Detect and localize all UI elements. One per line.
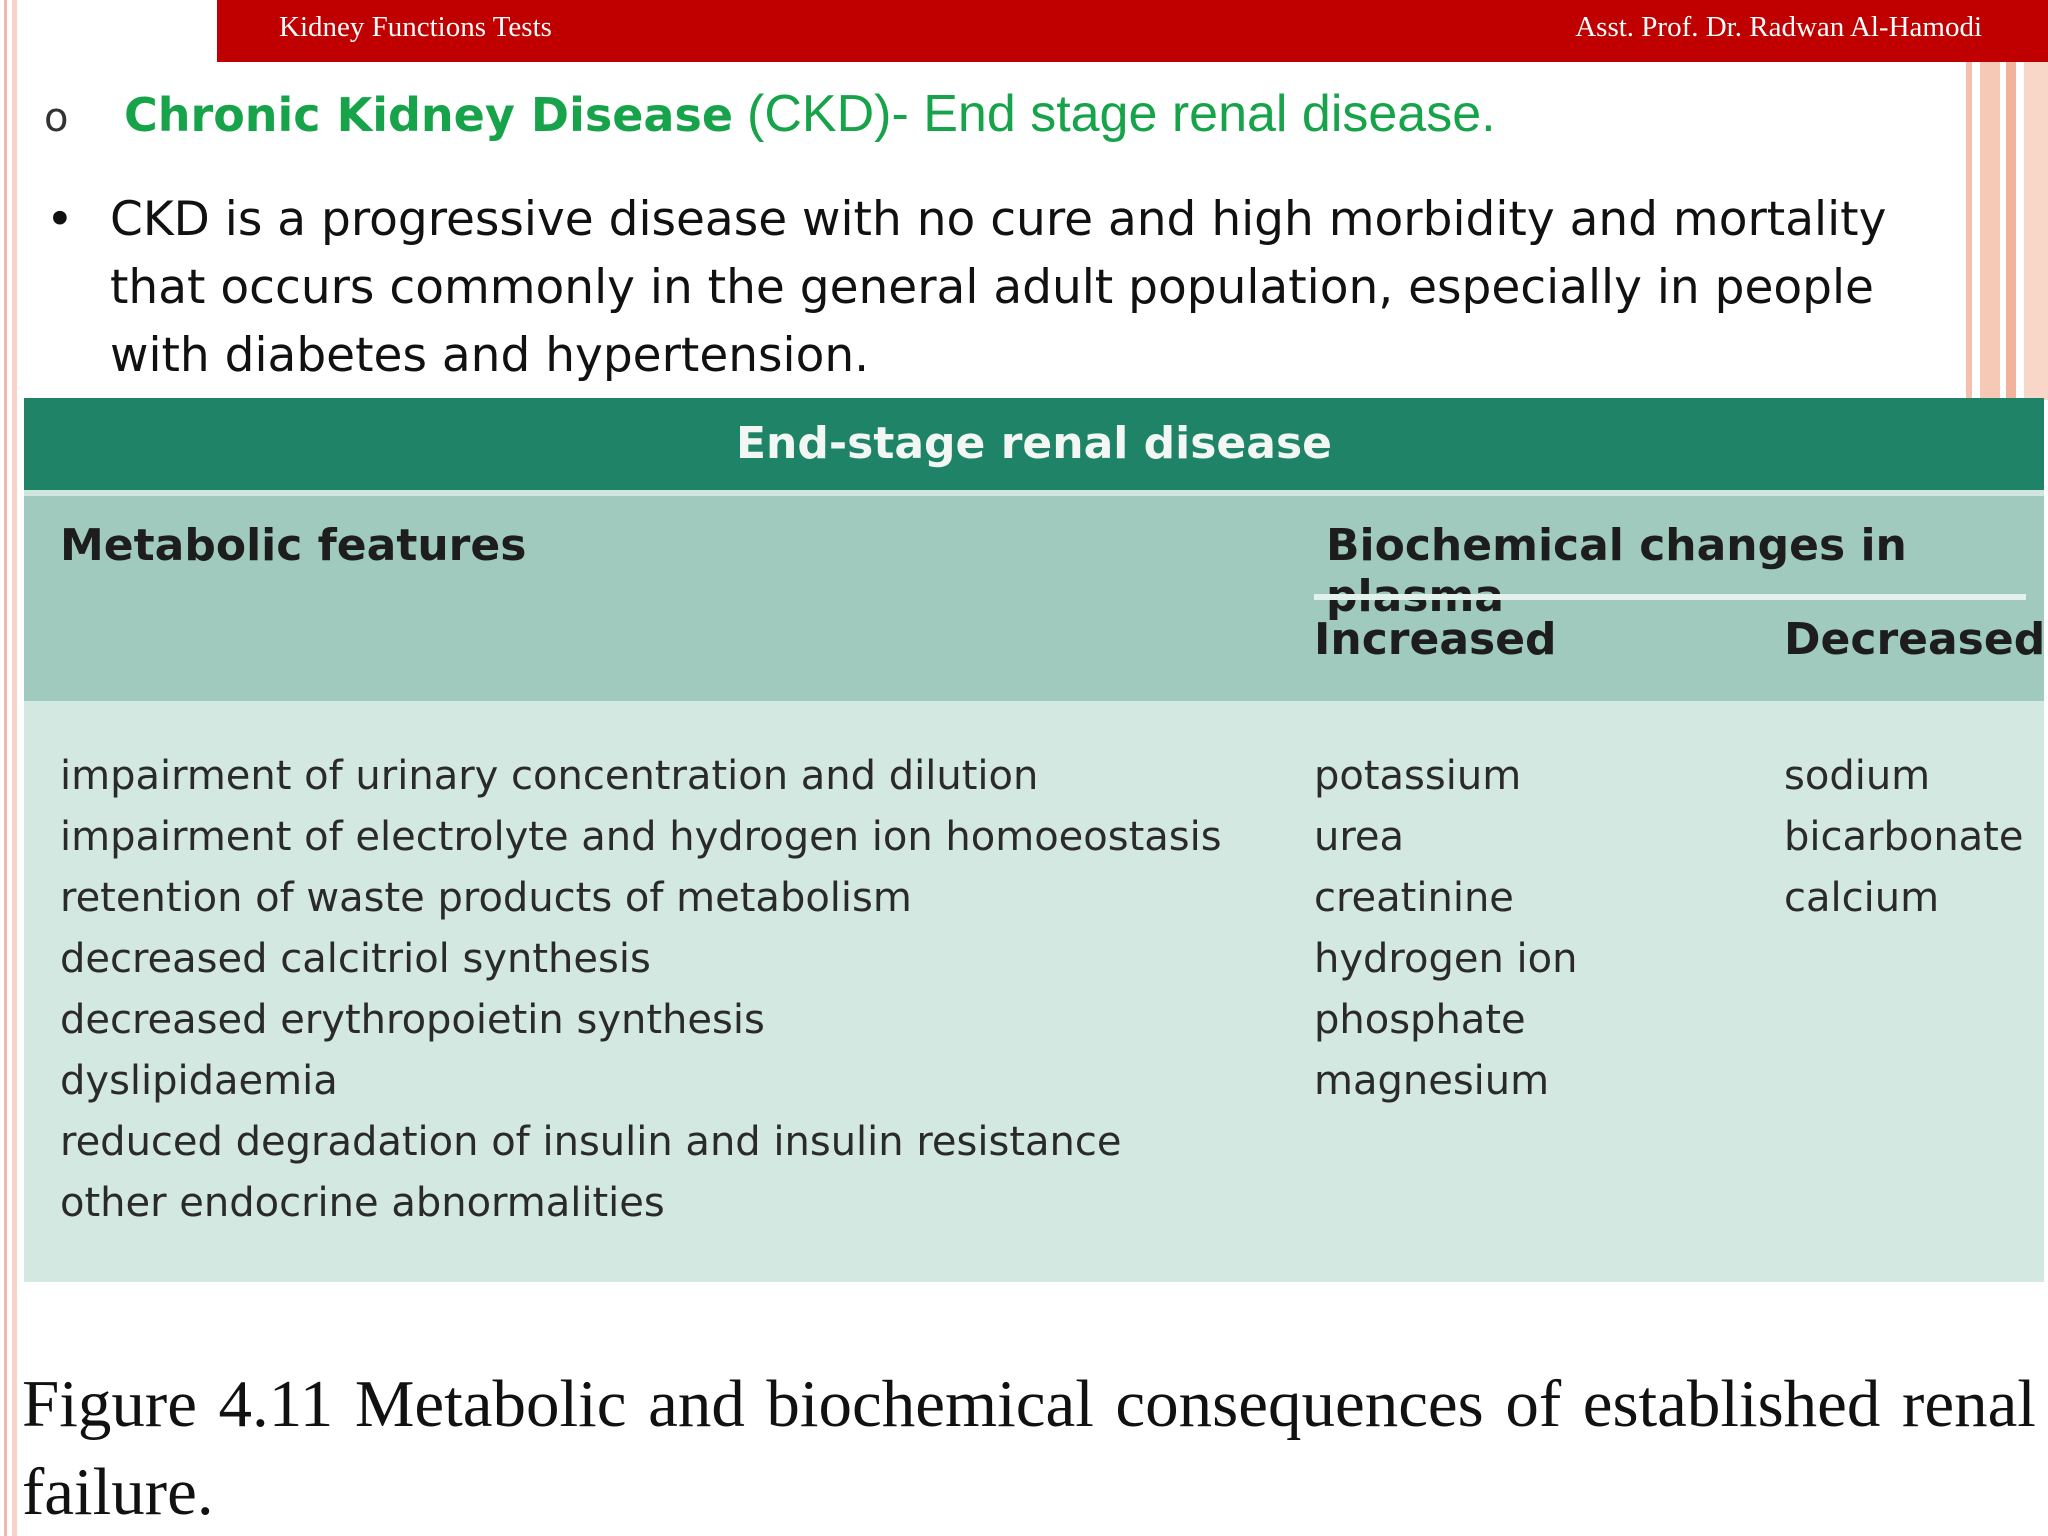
heading-rest-text: (CKD)- End stage renal disease. <box>747 85 1496 143</box>
list-item: creatinine <box>1314 875 1514 921</box>
caption-word: biochemical <box>766 1367 1094 1441</box>
figure-caption: Figure 4.11 Metabolic and biochemical co… <box>22 1360 2036 1536</box>
heading-bold-text: Chronic Kidney Disease <box>124 88 734 142</box>
list-item: other endocrine abnormalities <box>60 1180 665 1226</box>
border-line <box>12 0 17 1536</box>
stripe <box>2024 60 2048 400</box>
stripe <box>1980 60 2000 400</box>
stripe <box>2006 60 2016 400</box>
list-item: phosphate <box>1314 997 1526 1043</box>
left-decorative-border <box>0 0 22 1536</box>
list-item: hydrogen ion <box>1314 936 1578 982</box>
course-title: Kidney Functions Tests <box>279 11 552 43</box>
metabolic-features-list: impairment of urinary concentration and … <box>60 746 1222 1234</box>
caption-word: 4.11 <box>218 1367 334 1441</box>
decreased-list: sodium bicarbonate calcium <box>1784 746 2023 929</box>
caption-word: consequences <box>1115 1367 1484 1441</box>
list-item: bicarbonate <box>1784 814 2024 860</box>
slide-heading: o Chronic Kidney Disease (CKD)- End stag… <box>44 84 1496 144</box>
list-item: magnesium <box>1314 1058 1550 1104</box>
list-item: decreased calcitriol synthesis <box>60 936 651 982</box>
title-separator <box>24 490 2044 496</box>
caption-word: of <box>1505 1367 1562 1441</box>
author-name: Asst. Prof. Dr. Radwan Al-Hamodi <box>1575 11 1982 43</box>
bullet-icon: • <box>46 192 74 247</box>
list-item: impairment of urinary concentration and … <box>60 753 1039 799</box>
list-item: reduced degradation of insulin and insul… <box>60 1119 1122 1165</box>
bullet-text: CKD is a progressive disease with no cur… <box>110 192 1887 383</box>
table-body: impairment of urinary concentration and … <box>24 701 2044 1282</box>
stripe <box>1966 60 1972 400</box>
caption-word: Figure <box>22 1367 197 1441</box>
circle-bullet-icon: o <box>44 95 69 141</box>
right-decorative-stripes <box>1966 60 2048 400</box>
increased-header: Increased <box>1314 614 1557 665</box>
caption-word: established <box>1582 1367 1881 1441</box>
caption-word: Metabolic <box>354 1367 627 1441</box>
caption-word: and <box>648 1367 745 1441</box>
list-item: urea <box>1314 814 1405 860</box>
list-item: potassium <box>1314 753 1522 799</box>
caption-line-1: Figure 4.11 Metabolic and biochemical co… <box>22 1360 2036 1448</box>
renal-disease-table-figure: End-stage renal disease Metabolic featur… <box>24 398 2046 1282</box>
list-item: impairment of electrolyte and hydrogen i… <box>60 814 1222 860</box>
header-rule <box>1314 594 2026 600</box>
list-item: retention of waste products of metabolis… <box>60 875 912 921</box>
biochemical-changes-header: Biochemical changes in plasma <box>1326 520 1907 622</box>
list-item: calcium <box>1784 875 1940 921</box>
caption-word: renal <box>1902 1367 2036 1441</box>
table-header: Metabolic features Biochemical changes i… <box>24 496 2046 701</box>
decreased-header: Decreased <box>1784 614 2046 665</box>
list-item: sodium <box>1784 753 1931 799</box>
list-item: decreased erythropoietin synthesis <box>60 997 765 1043</box>
list-item: dyslipidaemia <box>60 1058 338 1104</box>
increased-list: potassium urea creatinine hydrogen ion p… <box>1314 746 1577 1112</box>
border-line <box>4 0 7 1536</box>
caption-line-2: failure. <box>22 1455 214 1529</box>
metabolic-features-header: Metabolic features <box>60 520 527 571</box>
table-title: End-stage renal disease <box>24 398 2044 490</box>
bullet-paragraph: • CKD is a progressive disease with no c… <box>44 186 1886 390</box>
slide-header-bar: Kidney Functions Tests Asst. Prof. Dr. R… <box>217 0 2048 62</box>
